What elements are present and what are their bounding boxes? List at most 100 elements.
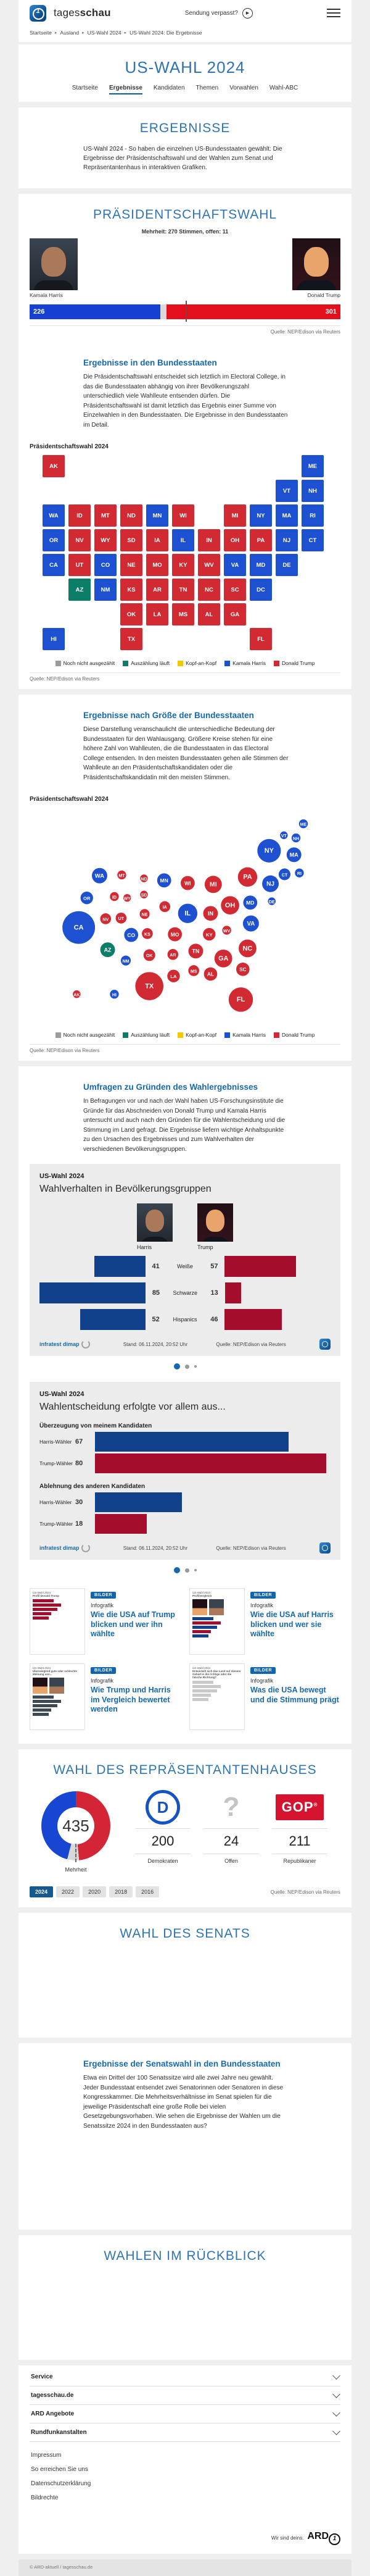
teaser-item[interactable]: US-Wahl 2024 Überwiegend gute oder schlec… xyxy=(30,1663,181,1731)
state-MA[interactable]: MA xyxy=(276,504,298,527)
bubble-MT[interactable]: MT xyxy=(117,870,126,880)
dot[interactable] xyxy=(194,1569,197,1572)
state-CA[interactable]: CA xyxy=(43,554,65,576)
bubble-MN[interactable]: MN xyxy=(157,873,171,888)
bubble-AL[interactable]: AL xyxy=(204,967,218,981)
state-KY[interactable]: KY xyxy=(172,554,194,576)
breadcrumb-item[interactable]: US-Wahl 2024: Die Ergebnisse xyxy=(130,30,202,36)
infografik-wahlentscheidung[interactable]: US-Wahl 2024 Wahlentscheidung erfolgte v… xyxy=(30,1382,340,1560)
state-VT[interactable]: VT xyxy=(276,480,298,502)
bubble-HI[interactable]: HI xyxy=(110,989,119,999)
dot-active[interactable] xyxy=(173,1363,180,1370)
state-ND[interactable]: ND xyxy=(120,504,142,527)
missed-show-link[interactable]: Sendung verpasst? xyxy=(184,9,238,17)
state-KS[interactable]: KS xyxy=(120,579,142,601)
state-AR[interactable]: AR xyxy=(146,579,168,601)
teaser-title[interactable]: Was die USA bewegt und die Stimmung präg… xyxy=(250,1686,339,1704)
state-NM[interactable]: NM xyxy=(94,579,117,601)
bubble-NY[interactable]: NY xyxy=(257,838,281,863)
dot-active[interactable] xyxy=(173,1567,180,1574)
breadcrumb-item[interactable]: US-Wahl 2024 xyxy=(87,30,121,36)
footer-link[interactable]: Impressum xyxy=(31,2452,62,2459)
state-NY[interactable]: NY xyxy=(250,504,272,527)
state-DC[interactable]: DC xyxy=(250,579,272,601)
bubble-NV[interactable]: NV xyxy=(100,913,112,924)
bubble-WV[interactable]: WV xyxy=(222,926,231,935)
state-TN[interactable]: TN xyxy=(172,579,194,601)
bubble-MO[interactable]: MO xyxy=(168,927,183,942)
bubble-WI[interactable]: WI xyxy=(180,876,195,890)
year-button-2018[interactable]: 2018 xyxy=(109,1886,133,1898)
infografik-wahlverhalten[interactable]: US-Wahl 2024 Wahlverhalten in Bevölkerun… xyxy=(30,1164,340,1357)
tagesschau-logo-icon[interactable]: 1 xyxy=(30,4,46,22)
year-button-2016[interactable]: 2016 xyxy=(136,1886,160,1898)
state-NV[interactable]: NV xyxy=(68,529,91,551)
bubble-OR[interactable]: OR xyxy=(80,891,93,905)
state-WA[interactable]: WA xyxy=(43,504,65,527)
dot[interactable] xyxy=(194,1365,197,1368)
state-WV[interactable]: WV xyxy=(198,554,220,576)
carousel-dots[interactable] xyxy=(18,1356,352,1372)
state-MN[interactable]: MN xyxy=(146,504,168,527)
state-MD[interactable]: MD xyxy=(250,554,272,576)
state-MT[interactable]: MT xyxy=(94,504,117,527)
bubble-VT[interactable]: VT xyxy=(280,831,288,839)
state-UT[interactable]: UT xyxy=(68,554,91,576)
bubble-GA[interactable]: GA xyxy=(214,949,232,968)
state-SC[interactable]: SC xyxy=(224,579,246,601)
state-WI[interactable]: WI xyxy=(172,504,194,527)
tab-startseite[interactable]: Startseite xyxy=(72,85,98,91)
state-CT[interactable]: CT xyxy=(302,529,324,551)
bubble-IN[interactable]: IN xyxy=(203,906,218,921)
state-MI[interactable]: MI xyxy=(224,504,246,527)
teaser-item[interactable]: US-Wahl 2024 Profil Donald Trump BILDER Inf… xyxy=(30,1588,181,1655)
bubble-AR[interactable]: AR xyxy=(167,948,179,960)
play-icon[interactable]: ▶ xyxy=(242,7,253,19)
footer-accordion-service[interactable]: Service xyxy=(30,2368,340,2387)
state-MO[interactable]: MO xyxy=(146,554,168,576)
teaser-title[interactable]: Wie die USA auf Harris blicken und wer s… xyxy=(250,1610,334,1639)
state-FL[interactable]: FL xyxy=(250,628,272,650)
state-RI[interactable]: RI xyxy=(302,504,324,527)
bubble-MD[interactable]: MD xyxy=(243,895,258,910)
bubble-NM[interactable]: NM xyxy=(120,955,131,966)
tab-vorwahlen[interactable]: Vorwahlen xyxy=(229,85,258,91)
bubble-UT[interactable]: UT xyxy=(115,913,127,924)
carousel-dots[interactable] xyxy=(18,1560,352,1576)
bubble-NJ[interactable]: NJ xyxy=(262,875,279,892)
bubble-RI[interactable]: RI xyxy=(295,868,304,878)
bubble-CT[interactable]: CT xyxy=(278,868,290,880)
bubble-AK[interactable]: AK xyxy=(73,990,81,998)
footer-link[interactable]: So erreichen Sie uns xyxy=(31,2466,88,2474)
bubble-NE[interactable]: NE xyxy=(139,909,150,919)
state-DE[interactable]: DE xyxy=(276,554,298,576)
footer-accordion-ard-angebote[interactable]: ARD Angebote xyxy=(30,2405,340,2424)
year-button-2022[interactable]: 2022 xyxy=(56,1886,80,1898)
state-OH[interactable]: OH xyxy=(224,529,246,551)
bubble-WY[interactable]: WY xyxy=(123,893,131,902)
teaser-title[interactable]: Wie Trump und Harris im Vergleich bewert… xyxy=(91,1686,171,1714)
state-CO[interactable]: CO xyxy=(94,554,117,576)
bubble-WA[interactable]: WA xyxy=(91,868,107,884)
state-TX[interactable]: TX xyxy=(120,628,142,650)
brand-wordmark[interactable]: tagesschau xyxy=(54,7,111,19)
bubble-SD[interactable]: SD xyxy=(140,890,148,898)
bubble-KS[interactable]: KS xyxy=(142,928,153,939)
bubble-NC[interactable]: NC xyxy=(239,939,257,958)
state-WY[interactable]: WY xyxy=(94,529,117,551)
state-IA[interactable]: IA xyxy=(146,529,168,551)
state-AZ[interactable]: AZ xyxy=(68,579,91,601)
teaser-item[interactable]: US-Wahl 2024 Entwickelt sich das Land auf… xyxy=(189,1663,340,1731)
bubble-VA[interactable]: VA xyxy=(242,915,259,932)
bubble-TX[interactable]: TX xyxy=(135,972,163,1000)
bubble-ID[interactable]: ID xyxy=(110,892,119,901)
footer-accordion-rundfunkanstalten[interactable]: Rundfunkanstalten xyxy=(30,2423,340,2443)
us-bubble-map[interactable]: CA WA OR NV ID MT WY UT AZ NM CO ND SD NE KS OK TX MN IA MO… xyxy=(37,808,333,1023)
year-button-2024[interactable]: 2024 xyxy=(30,1886,54,1898)
bubble-NH[interactable]: NH xyxy=(291,833,301,843)
bubble-CO[interactable]: CO xyxy=(124,927,139,942)
state-NE[interactable]: NE xyxy=(120,554,142,576)
state-NC[interactable]: NC xyxy=(198,579,220,601)
bubble-OH[interactable]: OH xyxy=(221,896,239,915)
dot[interactable] xyxy=(184,1364,189,1369)
